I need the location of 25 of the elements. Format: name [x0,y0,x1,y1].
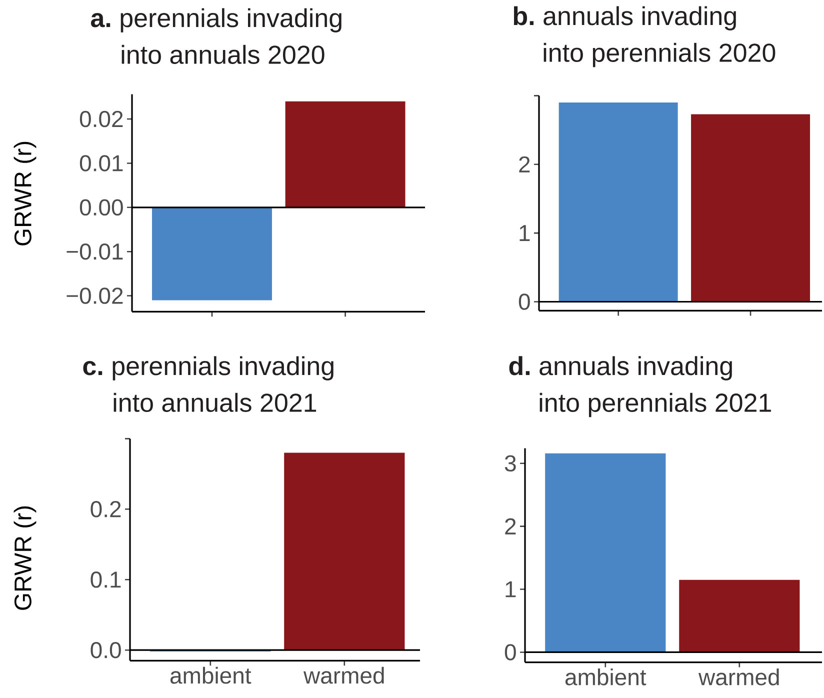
chart-title: c. perennials invading into annuals 2021 [83,356,334,412]
x-tick-label: warmed [303,666,384,684]
y-tick-label: 0.02 [80,110,123,128]
y-tick-label: 2 [519,156,530,172]
y-tick-label: 0.00 [80,199,123,216]
chart-title: b. annuals invading into perennials 2020 [514,6,776,68]
y-tick-label: 1 [520,225,530,241]
y-tick-label: 1 [506,581,516,598]
y-tick-label: 2 [505,518,516,534]
x-tick-label: ambient [170,666,252,684]
y-tick-label: 0 [504,644,516,660]
y-tick-label: 0.0 [90,642,121,658]
chart-title: a. perennials invading into annuals 2020 [90,8,342,64]
x-tick-label: ambient [565,668,646,686]
y-tick-label: −0.02 [66,288,123,304]
y-tick-label: 0.01 [80,155,123,172]
x-tick-label: warmed [698,668,779,686]
chart-title: d. annuals invading into perennials 2021 [509,356,771,418]
y-axis-title: GRWR (r) [14,506,36,610]
y-axis-title: GRWR (r) [14,142,36,246]
y-tick-label: 0.1 [90,571,121,588]
y-tick-label: 0.2 [90,501,121,518]
y-tick-label: 0 [518,294,530,310]
y-tick-label: 3 [504,455,516,472]
y-tick-label: −0.01 [66,243,123,260]
